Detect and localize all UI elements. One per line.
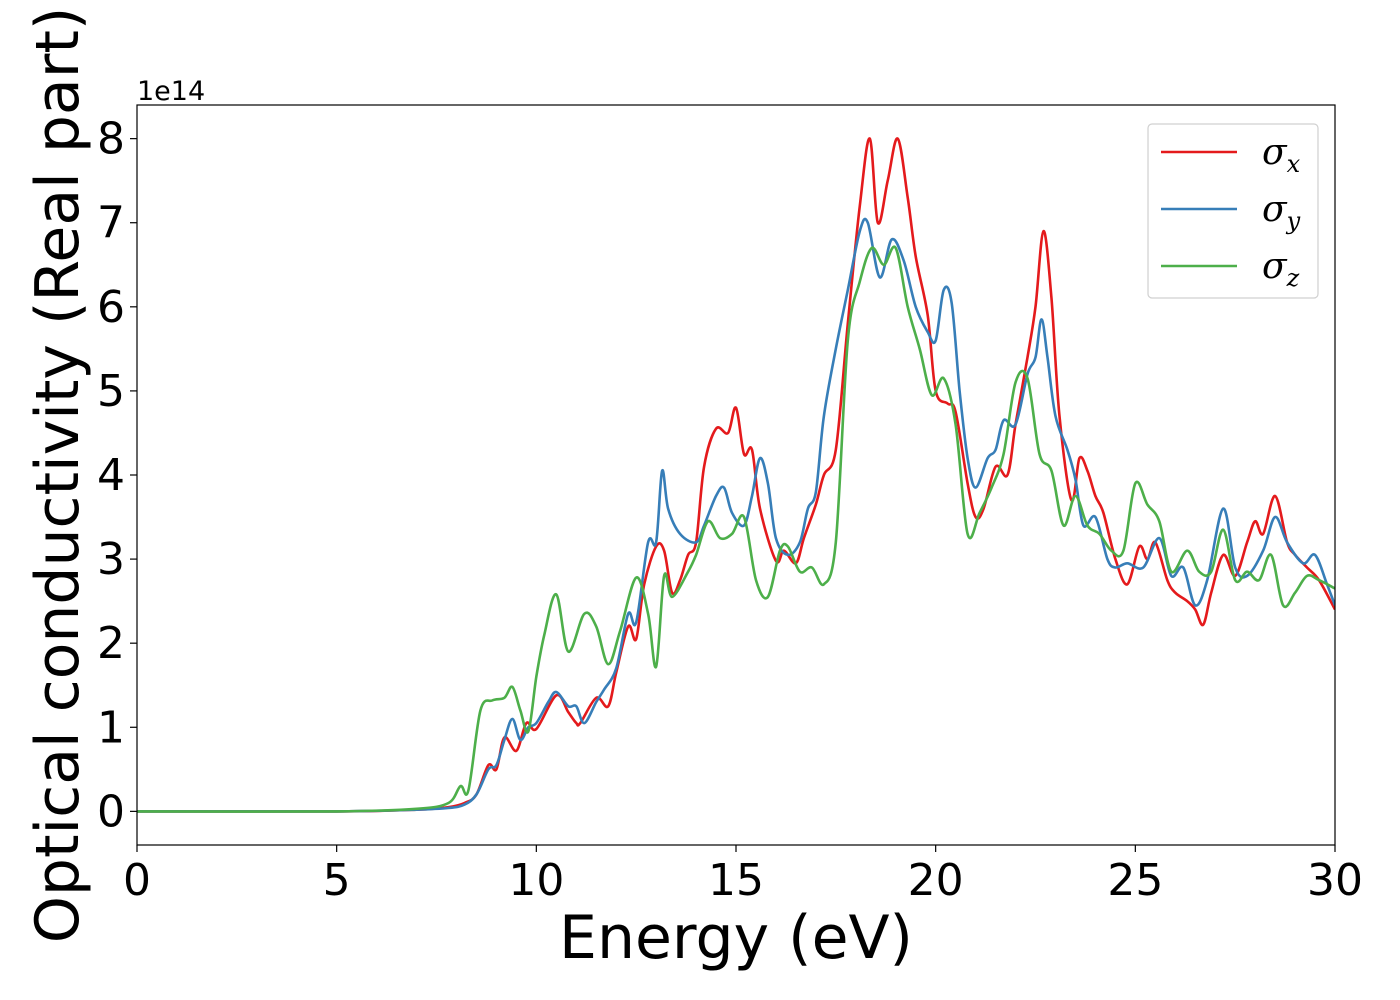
legend-label-y: σy (1262, 189, 1301, 235)
y-axis-ticks: 0 1 2 3 4 5 6 7 8 (97, 114, 137, 837)
x-tick-label: 0 (123, 855, 151, 906)
x-tick-label: 15 (708, 855, 764, 906)
series-line-z (137, 245, 1335, 813)
y-tick-label: 2 (97, 618, 125, 669)
y-offset-label: 1e14 (137, 76, 205, 107)
y-tick-label: 8 (97, 114, 125, 165)
x-tick-label: 20 (908, 855, 964, 906)
series-line-y (137, 217, 1335, 813)
x-tick-label: 30 (1307, 855, 1363, 906)
y-tick-label: 7 (97, 198, 125, 249)
series-layer (137, 137, 1335, 813)
plot-background (137, 105, 1335, 845)
x-axis-ticks: 0 5 10 15 20 25 30 (123, 845, 1363, 906)
x-tick-label: 25 (1107, 855, 1163, 906)
y-tick-label: 4 (97, 450, 125, 501)
y-axis-label: Optical conductivity (Real part) (23, 7, 93, 944)
y-tick-label: 3 (97, 534, 125, 585)
x-axis-label: Energy (eV) (559, 903, 913, 973)
x-tick-label: 10 (508, 855, 564, 906)
y-tick-label: 6 (97, 282, 125, 333)
legend-box (1147, 123, 1319, 299)
y-tick-label: 0 (97, 786, 125, 837)
x-tick-label: 5 (323, 855, 351, 906)
series-line-x (137, 137, 1335, 813)
y-tick-label: 5 (97, 366, 125, 417)
y-tick-label: 1 (97, 702, 125, 753)
